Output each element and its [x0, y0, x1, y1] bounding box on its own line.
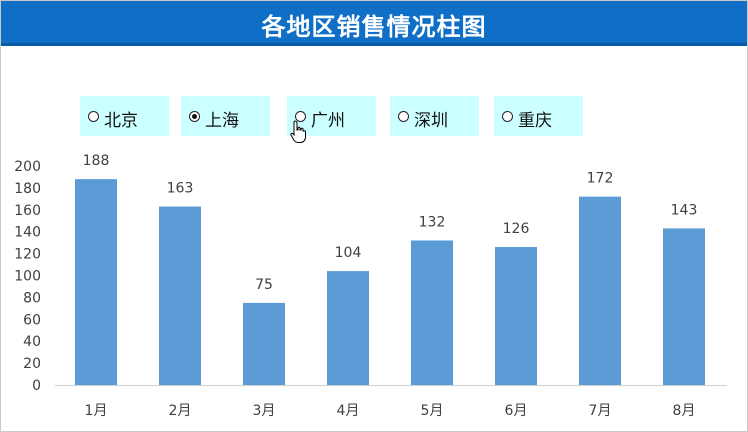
region-label: 重庆	[518, 111, 552, 131]
data-label: 143	[671, 202, 698, 218]
y-tick-label: 160	[14, 203, 41, 219]
data-label: 163	[167, 181, 194, 197]
y-tick-label: 20	[23, 356, 41, 372]
region-label: 深圳	[414, 111, 448, 131]
radio-button-selected[interactable]	[189, 111, 200, 122]
radio-button[interactable]	[295, 111, 306, 122]
bar	[495, 247, 537, 385]
y-tick-label: 40	[23, 334, 41, 350]
radio-button[interactable]	[88, 111, 99, 122]
radio-button[interactable]	[502, 111, 513, 122]
x-tick-label: 7月	[589, 403, 612, 419]
bar	[411, 240, 453, 385]
bar	[663, 228, 705, 385]
title-bar: 各地区销售情况柱图	[1, 1, 747, 46]
data-label: 172	[587, 171, 614, 187]
x-tick-label: 6月	[505, 403, 528, 419]
data-label: 188	[83, 153, 110, 169]
y-tick-label: 100	[14, 269, 41, 285]
hand-cursor-icon	[290, 120, 306, 143]
bar	[243, 302, 285, 385]
region-option-chongqing[interactable]: 重庆	[494, 96, 583, 136]
x-tick-label: 8月	[673, 403, 696, 419]
y-tick-label: 60	[23, 312, 41, 328]
region-label: 北京	[104, 111, 138, 131]
region-option-shanghai[interactable]: 上海	[181, 96, 270, 136]
y-tick-label: 200	[14, 159, 41, 175]
chart-title: 各地区销售情况柱图	[261, 13, 487, 41]
region-label: 广州	[311, 111, 345, 131]
data-label: 75	[255, 277, 273, 293]
region-option-beijing[interactable]: 北京	[80, 96, 169, 136]
y-tick-label: 180	[14, 181, 41, 197]
data-label: 132	[419, 214, 446, 230]
bar	[327, 271, 369, 385]
bar	[579, 196, 621, 385]
x-tick-label: 3月	[253, 403, 276, 419]
region-option-shenzhen[interactable]: 深圳	[390, 96, 479, 136]
y-tick-label: 140	[14, 225, 41, 241]
data-label: 126	[503, 221, 530, 237]
bar	[75, 179, 117, 385]
radio-button[interactable]	[398, 111, 409, 122]
bar	[159, 206, 201, 385]
data-label: 104	[335, 245, 362, 261]
x-tick-label: 1月	[85, 403, 108, 419]
y-tick-label: 120	[14, 247, 41, 263]
x-tick-label: 4月	[337, 403, 360, 419]
y-tick-label: 80	[23, 290, 41, 306]
x-tick-label: 2月	[169, 403, 192, 419]
x-tick-label: 5月	[421, 403, 444, 419]
region-label: 上海	[205, 111, 239, 131]
y-tick-label: 0	[32, 378, 41, 394]
